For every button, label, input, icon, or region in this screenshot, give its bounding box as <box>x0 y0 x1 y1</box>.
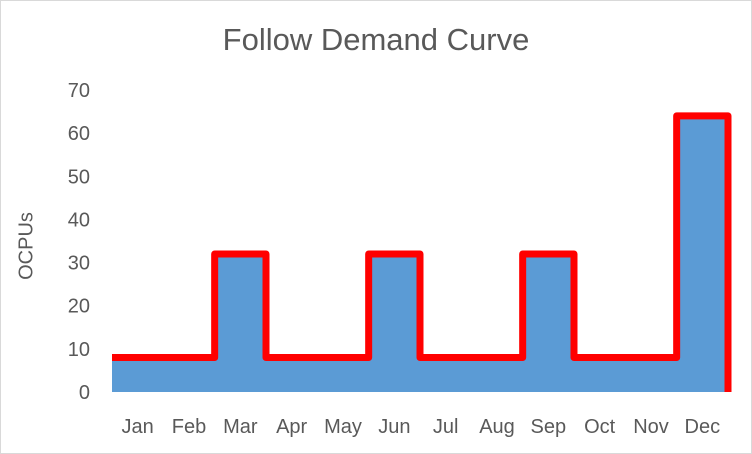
data-step-dec <box>677 116 728 392</box>
x-tick-label: Dec <box>685 416 721 438</box>
data-step-jul <box>420 357 471 392</box>
x-tick-label: Nov <box>633 416 669 438</box>
data-step-apr <box>266 357 317 392</box>
y-tick-label: 70 <box>68 80 90 102</box>
data-step-aug <box>471 357 522 392</box>
x-tick-label: Oct <box>584 416 616 438</box>
y-tick-label: 0 <box>79 382 90 404</box>
data-step-mar <box>215 254 266 392</box>
y-tick-label: 20 <box>68 296 90 318</box>
data-step-jan <box>112 357 163 392</box>
data-step-oct <box>574 357 625 392</box>
y-tick-label: 40 <box>68 209 90 231</box>
y-tick-label: 30 <box>68 253 90 275</box>
x-tick-label: Jul <box>433 416 459 438</box>
y-tick-label: 10 <box>68 339 90 361</box>
x-tick-label: Mar <box>223 416 258 438</box>
y-tick-label: 60 <box>68 123 90 145</box>
data-step-nov <box>625 357 676 392</box>
data-step-may <box>317 357 368 392</box>
data-step-sep <box>523 254 574 392</box>
x-tick-label: Aug <box>479 416 515 438</box>
x-tick-label: May <box>324 416 362 438</box>
data-step-jun <box>369 254 420 392</box>
x-tick-label: Jun <box>378 416 410 438</box>
series-outline <box>112 112 732 392</box>
data-step-feb <box>163 357 214 392</box>
x-tick-label: Apr <box>276 416 307 438</box>
y-tick-label: 50 <box>68 166 90 188</box>
chart-title: Follow Demand Curve <box>222 22 530 57</box>
x-tick-label: Feb <box>172 416 206 438</box>
x-tick-label: Sep <box>531 416 567 438</box>
x-tick-label: Jan <box>122 416 154 438</box>
